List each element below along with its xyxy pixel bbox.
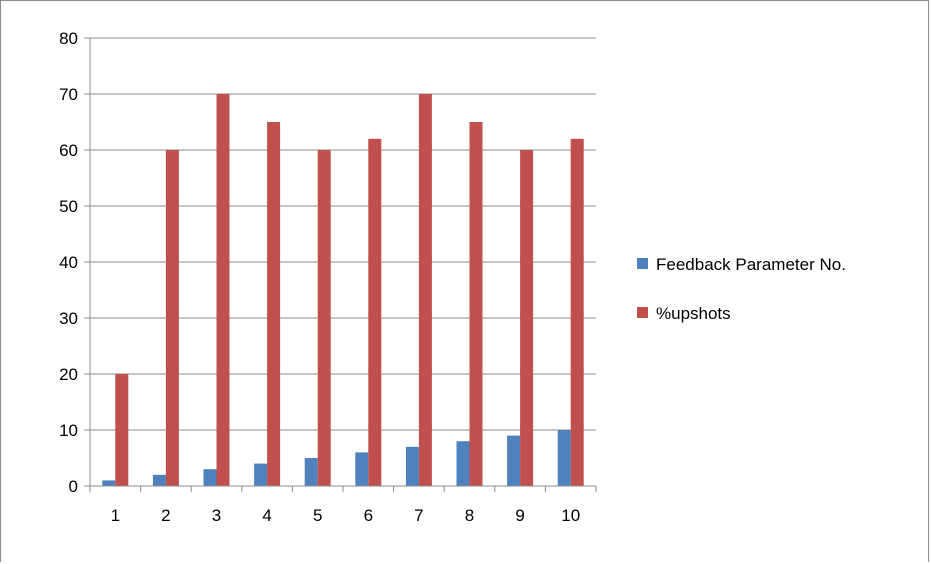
x-tick-label: 3 <box>212 506 221 525</box>
x-tick-label: 5 <box>313 506 322 525</box>
bar-series-1-cat-7 <box>418 94 432 486</box>
x-tick-label: 8 <box>465 506 474 525</box>
bar-series-0-cat-9 <box>507 435 521 486</box>
x-tick-labels: 1 2 3 4 5 6 7 8 9 10 <box>111 506 581 525</box>
bar-series-1-cat-9 <box>520 150 534 486</box>
y-tick-label: 50 <box>59 197 78 216</box>
bar-series-1-cat-4 <box>267 122 281 486</box>
y-tick-label: 80 <box>59 29 78 48</box>
x-tick-label: 4 <box>262 506 271 525</box>
bar-series-0-cat-7 <box>405 446 419 486</box>
y-tick-label: 30 <box>59 309 78 328</box>
bar-series-1-cat-1 <box>115 374 129 486</box>
y-tick-label: 70 <box>59 85 78 104</box>
bar-series-0-cat-6 <box>355 452 369 486</box>
bar-series-0-cat-5 <box>304 458 318 486</box>
bar-series-1-cat-2 <box>165 150 179 486</box>
x-tick-label: 9 <box>515 506 524 525</box>
y-tick-label: 10 <box>59 421 78 440</box>
y-tick-label: 40 <box>59 253 78 272</box>
bar-series-0-cat-4 <box>254 463 268 486</box>
y-tick-labels: 0 10 20 30 40 50 60 70 80 <box>59 29 78 496</box>
bar-series-1-cat-5 <box>317 150 331 486</box>
bar-series-0-cat-1 <box>102 480 116 486</box>
x-tick-label: 2 <box>161 506 170 525</box>
bar-series-0-cat-3 <box>203 469 217 486</box>
bar-series-1-cat-6 <box>368 138 382 487</box>
x-tick-label: 1 <box>111 506 120 525</box>
x-tick-label: 10 <box>561 506 580 525</box>
legend-label-upshots: %upshots <box>656 304 731 323</box>
x-tick-label: 6 <box>364 506 373 525</box>
legend-swatch-upshots <box>637 307 648 318</box>
bar-series-0-cat-8 <box>456 441 470 486</box>
axes <box>84 37 597 492</box>
y-tick-label: 0 <box>69 477 78 496</box>
bar-series-1-cat-3 <box>216 94 230 486</box>
x-tick-label: 7 <box>414 506 423 525</box>
legend-swatch-feedback-parameter <box>637 258 648 269</box>
y-tick-label: 60 <box>59 141 78 160</box>
legend: Feedback Parameter No. %upshots <box>637 255 846 323</box>
y-tick-label: 20 <box>59 365 78 384</box>
bar-series-1-cat-8 <box>469 122 483 486</box>
bar-series-0-cat-10 <box>557 430 571 486</box>
bars <box>102 94 584 487</box>
bar-series-0-cat-2 <box>152 474 166 486</box>
bar-series-1-cat-10 <box>570 138 584 487</box>
legend-label-feedback-parameter: Feedback Parameter No. <box>656 255 846 274</box>
